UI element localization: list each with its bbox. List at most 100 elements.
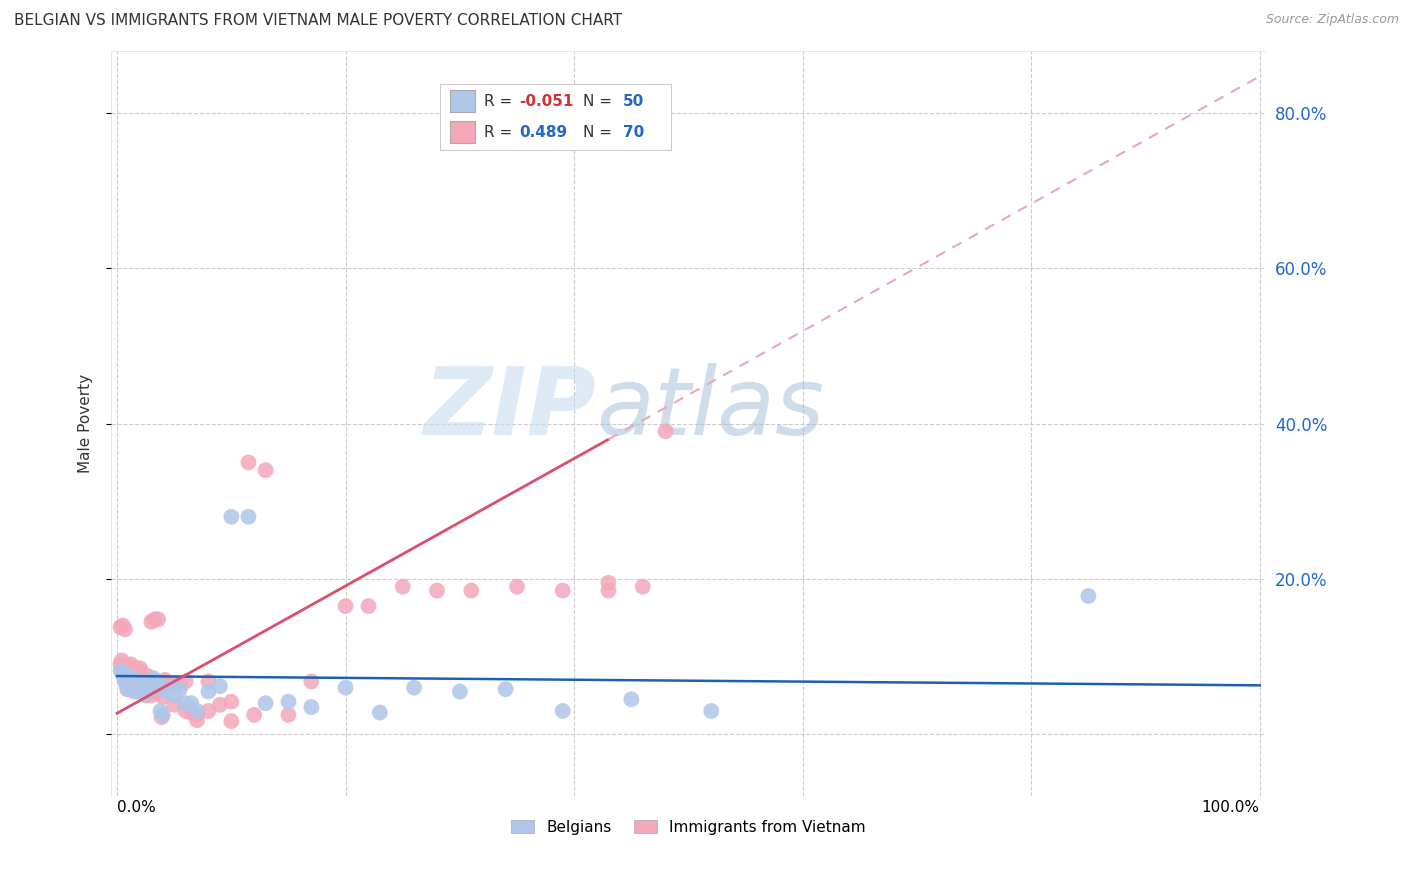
- Text: 100.0%: 100.0%: [1202, 800, 1260, 815]
- Point: [157, 677, 180, 691]
- Point: [141, 682, 163, 697]
- Point: [598, 575, 620, 590]
- Point: [124, 673, 146, 687]
- Point: [598, 583, 620, 598]
- Point: [128, 661, 150, 675]
- Point: [138, 677, 160, 691]
- Point: [163, 677, 186, 691]
- Point: [426, 583, 449, 598]
- Point: [127, 682, 149, 697]
- Point: [277, 707, 299, 722]
- Point: [134, 687, 156, 701]
- Point: [174, 704, 197, 718]
- Text: ZIP: ZIP: [423, 363, 596, 455]
- Point: [197, 684, 219, 698]
- Point: [127, 669, 149, 683]
- Point: [125, 671, 148, 685]
- Point: [146, 674, 169, 689]
- Point: [254, 463, 277, 477]
- Point: [357, 599, 380, 613]
- Point: [335, 599, 357, 613]
- Point: [117, 682, 139, 697]
- Point: [127, 681, 149, 695]
- Point: [122, 666, 145, 681]
- Point: [299, 674, 322, 689]
- Point: [551, 704, 574, 718]
- Point: [117, 659, 139, 673]
- Point: [117, 682, 139, 697]
- Point: [404, 681, 426, 695]
- Point: [299, 700, 322, 714]
- Point: [132, 673, 155, 687]
- Point: [155, 684, 177, 698]
- Point: [221, 714, 243, 728]
- Point: [148, 612, 170, 626]
- Point: [111, 661, 134, 675]
- Point: [136, 669, 159, 683]
- Point: [221, 509, 243, 524]
- Point: [146, 684, 169, 698]
- Point: [129, 682, 152, 697]
- Point: [335, 681, 357, 695]
- Point: [142, 671, 165, 685]
- Point: [460, 583, 482, 598]
- Point: [174, 674, 197, 689]
- Point: [115, 677, 138, 691]
- Point: [631, 580, 654, 594]
- Point: [128, 678, 150, 692]
- Point: [700, 704, 723, 718]
- Point: [186, 704, 208, 718]
- Point: [197, 704, 219, 718]
- Point: [186, 714, 208, 728]
- Point: [208, 679, 231, 693]
- Point: [120, 657, 142, 672]
- Point: [152, 707, 174, 722]
- Point: [129, 665, 152, 680]
- Point: [238, 455, 260, 469]
- Point: [243, 707, 266, 722]
- Y-axis label: Male Poverty: Male Poverty: [79, 374, 93, 473]
- Point: [238, 509, 260, 524]
- Point: [495, 682, 517, 697]
- Point: [110, 664, 132, 678]
- Point: [114, 674, 136, 689]
- Point: [117, 679, 139, 693]
- Point: [180, 706, 202, 720]
- Point: [506, 580, 529, 594]
- Point: [128, 674, 150, 689]
- Point: [169, 682, 191, 697]
- Point: [163, 698, 186, 712]
- Point: [163, 689, 186, 703]
- Text: atlas: atlas: [596, 363, 824, 454]
- Point: [121, 674, 143, 689]
- Point: [153, 673, 176, 687]
- Point: [654, 425, 676, 439]
- Point: [150, 710, 173, 724]
- Point: [117, 664, 139, 678]
- Point: [114, 669, 136, 683]
- Point: [141, 689, 163, 703]
- Point: [149, 704, 172, 718]
- Point: [110, 657, 132, 672]
- Point: [254, 696, 277, 710]
- Point: [115, 665, 138, 680]
- Point: [135, 674, 157, 689]
- Point: [141, 615, 163, 629]
- Point: [180, 696, 202, 710]
- Point: [159, 681, 181, 695]
- Point: [121, 661, 143, 675]
- Point: [277, 695, 299, 709]
- Text: 0.0%: 0.0%: [117, 800, 156, 815]
- Point: [391, 580, 413, 594]
- Point: [131, 677, 153, 691]
- Point: [1077, 589, 1099, 603]
- Point: [112, 671, 135, 685]
- Point: [124, 661, 146, 675]
- Legend: Belgians, Immigrants from Vietnam: Belgians, Immigrants from Vietnam: [505, 814, 872, 841]
- Point: [221, 695, 243, 709]
- Point: [118, 669, 141, 683]
- Point: [120, 673, 142, 687]
- Point: [120, 681, 142, 695]
- Point: [197, 674, 219, 689]
- Point: [135, 689, 157, 703]
